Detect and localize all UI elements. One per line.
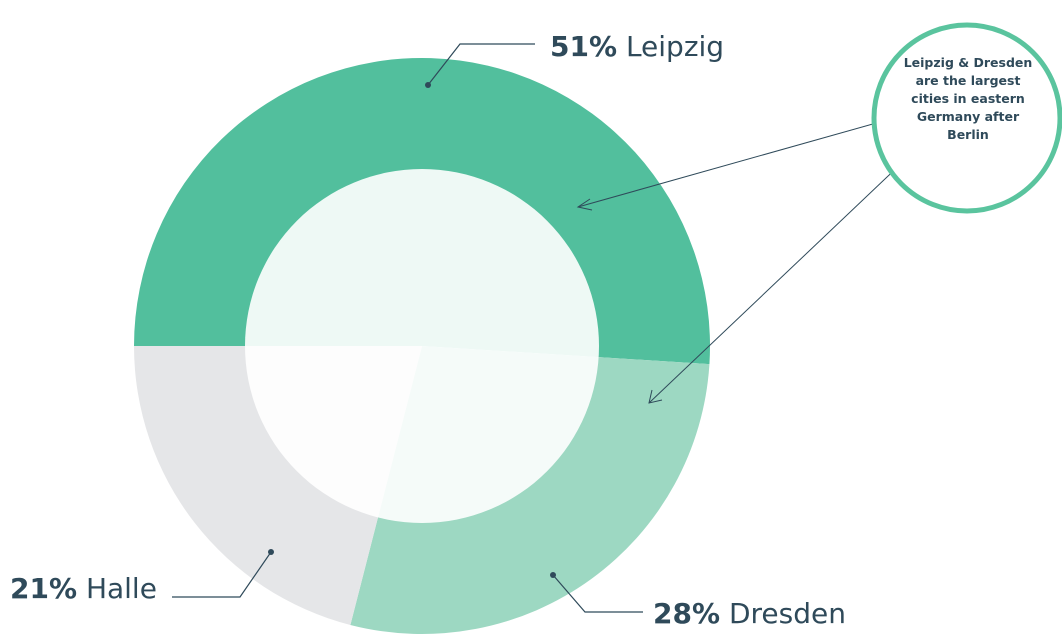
page: {"chart_data": {"type": "donut", "catego… (0, 0, 1062, 637)
value-label: 28% (653, 597, 720, 630)
category-label: Halle (86, 572, 157, 605)
value-label: 21% (10, 572, 77, 605)
category-label: Dresden (729, 597, 846, 630)
leader-dot (425, 82, 431, 88)
slice-label: 21% Halle (10, 572, 157, 605)
slice-label: 51% Leipzig (550, 30, 724, 63)
leader-dot (550, 572, 556, 578)
value-label: 51% (550, 30, 617, 63)
annotation: Leipzig & Dresden are the largest cities… (900, 54, 1036, 144)
category-label: Leipzig (626, 30, 724, 63)
slice-label: 28% Dresden (653, 597, 846, 630)
leader-dot (268, 549, 274, 555)
donut-hole (245, 169, 599, 523)
